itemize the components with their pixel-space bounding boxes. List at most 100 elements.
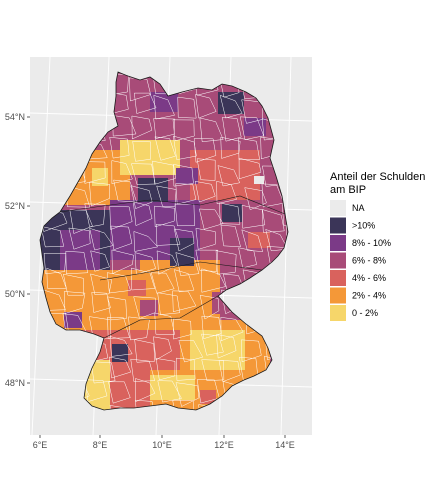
- district-boundary: [135, 399, 157, 410]
- district-boundary: [196, 158, 216, 181]
- district-boundary: [172, 290, 197, 313]
- district-boundary: [174, 269, 195, 293]
- district-boundary: [156, 223, 181, 246]
- district-boundary: [195, 228, 216, 250]
- district-boundary: [195, 94, 217, 119]
- district-boundary: [238, 137, 260, 160]
- district-boundary: [89, 182, 111, 207]
- district-boundary: [40, 226, 65, 248]
- district-boundary: [90, 273, 113, 296]
- region-saxony: [200, 200, 288, 260]
- district-boundary: [109, 405, 130, 410]
- district-boundary: [153, 118, 176, 139]
- legend-items: NA >10% 8% - 10% 6% - 8% 4% - 6% 2% - 4% 0 - 2…: [330, 200, 391, 321]
- district-rosenheim: [200, 390, 216, 404]
- district-boundary: [131, 115, 153, 140]
- district-boundary: [135, 378, 156, 402]
- district-boundary: [153, 336, 172, 361]
- district-boundary: [219, 94, 243, 119]
- legend: Anteil der Schulden am BIP NA >10% 8% - 10…: [330, 171, 425, 321]
- district-boundary: [134, 339, 156, 363]
- district-boundary: [157, 292, 181, 315]
- legend-swatch: [330, 305, 346, 321]
- district-berlin: [254, 176, 264, 184]
- district-boundary: [132, 141, 151, 162]
- district-boundary: [109, 356, 132, 379]
- district-boundary: [216, 334, 237, 359]
- district-boundary: [107, 296, 127, 321]
- district-boundary: [174, 203, 195, 227]
- x-tick-label-10: 10°E: [152, 440, 172, 450]
- district-boundary: [172, 400, 194, 410]
- district-boundary: [241, 229, 264, 252]
- district-boundary: [244, 187, 267, 211]
- y-tick-label-52: 52°N: [5, 201, 25, 211]
- district-boundary: [156, 250, 178, 275]
- y-axis: 54°N 52°N 50°N 48°N: [5, 112, 30, 388]
- district-boundary: [266, 246, 288, 271]
- district-boundary: [63, 273, 84, 296]
- district-boundary: [109, 136, 130, 159]
- district-boundary: [155, 358, 176, 381]
- germany-outline: [39, 71, 289, 411]
- district-boundary: [134, 252, 157, 275]
- legend-label: 0 - 2%: [352, 308, 378, 318]
- district-boundary: [109, 336, 133, 357]
- y-tick-label-50: 50°N: [5, 289, 25, 299]
- district-magdeburg: [176, 168, 198, 184]
- state-borders: [59, 195, 286, 339]
- legend-swatch: [330, 217, 346, 234]
- district-boundary: [90, 250, 110, 272]
- district-boundary: [241, 339, 262, 363]
- legend-title-line-2: am BIP: [330, 184, 366, 196]
- district-boundary: [107, 316, 131, 339]
- district-boundary: [218, 359, 241, 382]
- district-boundary: [106, 272, 131, 294]
- district-emsland: [92, 168, 108, 186]
- y-tick-label-48: 48°N: [5, 378, 25, 388]
- district-boundary: [156, 185, 177, 207]
- legend-title-line-1: Anteil der Schulden: [330, 171, 425, 183]
- district-boundary: [195, 249, 219, 272]
- district-boundary: [88, 316, 111, 341]
- district-rostock: [218, 92, 244, 114]
- district-boundary: [130, 358, 156, 382]
- district-franconia-west: [140, 300, 158, 316]
- district-boundary: [194, 181, 216, 203]
- district-boundary: [261, 209, 285, 233]
- district-boundary: [238, 247, 257, 269]
- district-boundary: [217, 165, 241, 187]
- district-boundary: [90, 361, 116, 384]
- x-tick-label-6: 6°E: [33, 440, 48, 450]
- legend-label: NA: [352, 203, 365, 213]
- district-saarland: [64, 312, 82, 328]
- legend-swatch: [330, 200, 346, 216]
- district-boundary: [199, 117, 224, 142]
- district-boundary: [201, 268, 226, 293]
- district-boundary: [133, 231, 159, 252]
- district-boundary: [173, 164, 194, 187]
- legend-label: 2% - 4%: [352, 291, 386, 301]
- y-tick-label-54: 54°N: [5, 112, 25, 122]
- legend-swatch: [330, 252, 346, 269]
- district-boundary: [131, 267, 156, 291]
- legend-label: 6% - 8%: [352, 256, 386, 266]
- district-boundary: [134, 92, 157, 114]
- district-erfurt: [170, 238, 194, 266]
- district-boundary: [241, 99, 264, 124]
- district-boundary: [43, 252, 67, 275]
- district-boundary: [111, 249, 134, 275]
- district-boundary: [281, 204, 288, 226]
- district-boundary: [84, 161, 106, 184]
- district-boundary: [178, 340, 204, 363]
- district-boundary: [175, 252, 200, 276]
- legend-swatch: [330, 270, 346, 286]
- district-boundary: [130, 185, 153, 209]
- district-boundary: [173, 228, 195, 252]
- district-boundary: [175, 183, 197, 205]
- legend-label: 8% - 10%: [352, 238, 391, 248]
- x-tick-label-12: 12°E: [214, 440, 234, 450]
- district-boundary: [84, 379, 108, 403]
- district-wuerzburg: [128, 280, 146, 296]
- district-boundary: [173, 135, 197, 160]
